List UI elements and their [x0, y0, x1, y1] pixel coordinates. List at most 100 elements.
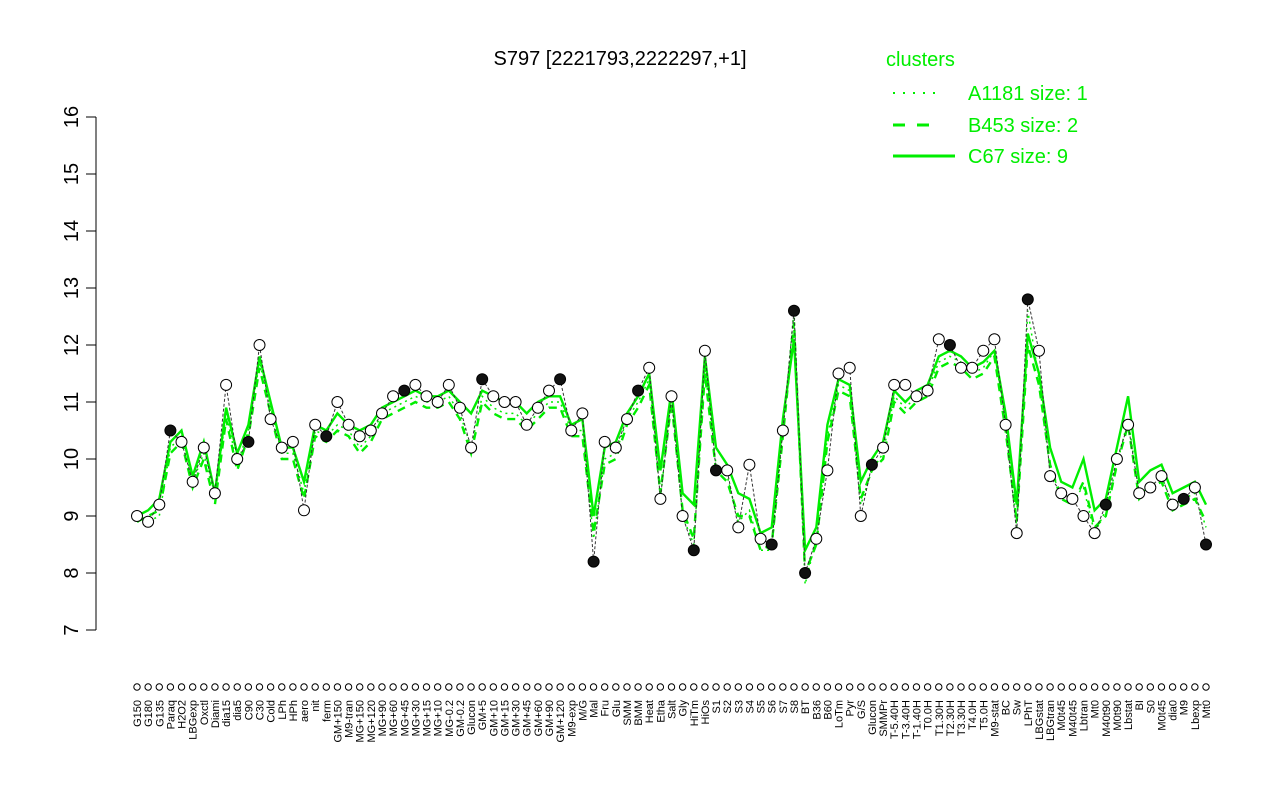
x-rug-marker: [422, 683, 431, 691]
x-tick-label: GM+90: [544, 700, 556, 736]
x-tick-label: Etha: [655, 699, 667, 723]
x-rug-marker: [1168, 683, 1177, 691]
x-rug-marker: [244, 683, 253, 691]
x-rug-marker: [467, 683, 475, 691]
data-point: [164, 424, 177, 437]
legend: clusters A1181 size: 1 B453 size: 2 C67 …: [886, 49, 1088, 168]
data-point: [1066, 492, 1079, 505]
data-point: [1077, 510, 1090, 522]
x-rug-marker: [433, 683, 442, 691]
x-tick-label: G/S: [856, 700, 868, 719]
x-tick-label: BI: [1134, 700, 1146, 710]
x-axis: G150 G180 G135 Paraq H2O2 LBGexp Oxctl Diami dia…: [132, 683, 1213, 743]
data-point: [554, 373, 567, 386]
data-point: [498, 396, 511, 408]
y-axis: 7 8 9 10 11 12 13 14 15 16: [61, 106, 96, 636]
x-rug-marker: [1046, 683, 1054, 691]
data-point: [576, 407, 589, 420]
x-tick-label: Lbexp: [1190, 700, 1202, 730]
x-tick-label: MG+10: [433, 700, 445, 736]
x-tick-label: LBGexp: [188, 700, 200, 740]
data-point: [453, 401, 466, 414]
y-tick-label: 7: [61, 624, 83, 635]
data-point: [208, 487, 221, 500]
x-rug-marker: [612, 683, 620, 691]
x-tick-label: dia5: [232, 700, 244, 721]
x-rug-marker: [367, 683, 375, 691]
x-tick-label: LBGstat: [1034, 700, 1046, 740]
x-tick-label: T4.0H: [967, 700, 979, 730]
x-tick-label: Glucon: [867, 700, 879, 735]
x-rug-marker: [177, 683, 186, 691]
x-tick-label: S2: [722, 700, 734, 713]
x-rug-marker: [645, 683, 653, 691]
data-point: [799, 567, 812, 579]
x-tick-label: M9-tran: [344, 700, 356, 738]
data-point: [654, 492, 667, 505]
data-point: [543, 384, 555, 397]
x-tick-label: GM+120: [555, 700, 567, 743]
x-rug-marker: [478, 683, 486, 691]
x-tick-label: GM+15: [499, 700, 511, 736]
x-tick-label: MG+60: [388, 700, 400, 736]
legend-title: clusters: [886, 49, 955, 71]
x-rug-marker: [812, 683, 820, 691]
data-point: [821, 464, 834, 477]
x-rug-marker: [378, 683, 386, 691]
x-rug-marker: [333, 683, 342, 691]
data-point: [565, 424, 578, 437]
x-tick-label: LBGtran: [1045, 700, 1057, 741]
x-tick-label: C30: [254, 700, 266, 720]
data-point: [665, 390, 678, 403]
data-point: [676, 510, 689, 522]
x-rug-marker: [1001, 683, 1010, 691]
x-rug-marker: [1202, 683, 1210, 691]
x-rug-marker: [200, 683, 208, 691]
x-rug-marker: [946, 683, 954, 691]
x-tick-label: dia15: [221, 700, 233, 727]
data-point: [788, 304, 800, 317]
data-point: [520, 418, 533, 431]
x-tick-label: H2O2: [177, 700, 189, 729]
y-tick-label: 9: [61, 510, 83, 521]
data-point: [1177, 492, 1190, 505]
x-rug-marker: [389, 683, 397, 691]
x-tick-label: S3: [733, 700, 745, 713]
data-point: [643, 361, 656, 374]
x-tick-label: M0t45: [1156, 700, 1168, 731]
data-point: [1044, 470, 1057, 483]
data-point: [1200, 538, 1212, 551]
data-point: [754, 532, 767, 545]
data-point: [253, 339, 266, 351]
x-tick-label: T5.0H: [978, 700, 990, 730]
y-tick-label: 8: [61, 567, 83, 578]
x-rug-marker: [1135, 683, 1143, 691]
data-point: [376, 407, 388, 420]
x-rug-marker: [745, 683, 754, 691]
x-tick-label: T0.0H: [923, 700, 935, 730]
x-rug-marker: [723, 683, 731, 691]
data-point: [632, 384, 645, 397]
x-rug-marker: [801, 683, 809, 691]
x-rug-marker: [456, 683, 464, 691]
x-tick-label: G150: [132, 700, 144, 727]
x-rug-marker: [734, 683, 743, 691]
data-point: [1033, 344, 1045, 357]
x-rug-marker: [1124, 683, 1132, 691]
x-tick-label: BMM: [633, 700, 645, 726]
data-point: [687, 544, 700, 557]
x-tick-label: Sw: [1012, 700, 1024, 715]
x-rug-marker: [534, 683, 542, 691]
x-rug-marker: [656, 683, 665, 691]
x-rug-marker: [779, 683, 787, 691]
data-point: [298, 504, 310, 517]
x-tick-label: S1: [711, 700, 723, 713]
x-tick-label: G135: [154, 700, 166, 727]
x-tick-label: GM+45: [522, 700, 534, 736]
data-point: [309, 418, 322, 431]
x-tick-label: MG+30: [410, 700, 422, 736]
x-tick-label: Cold: [266, 700, 278, 723]
x-tick-label: LPh: [277, 700, 289, 720]
x-rug-marker: [935, 683, 943, 691]
